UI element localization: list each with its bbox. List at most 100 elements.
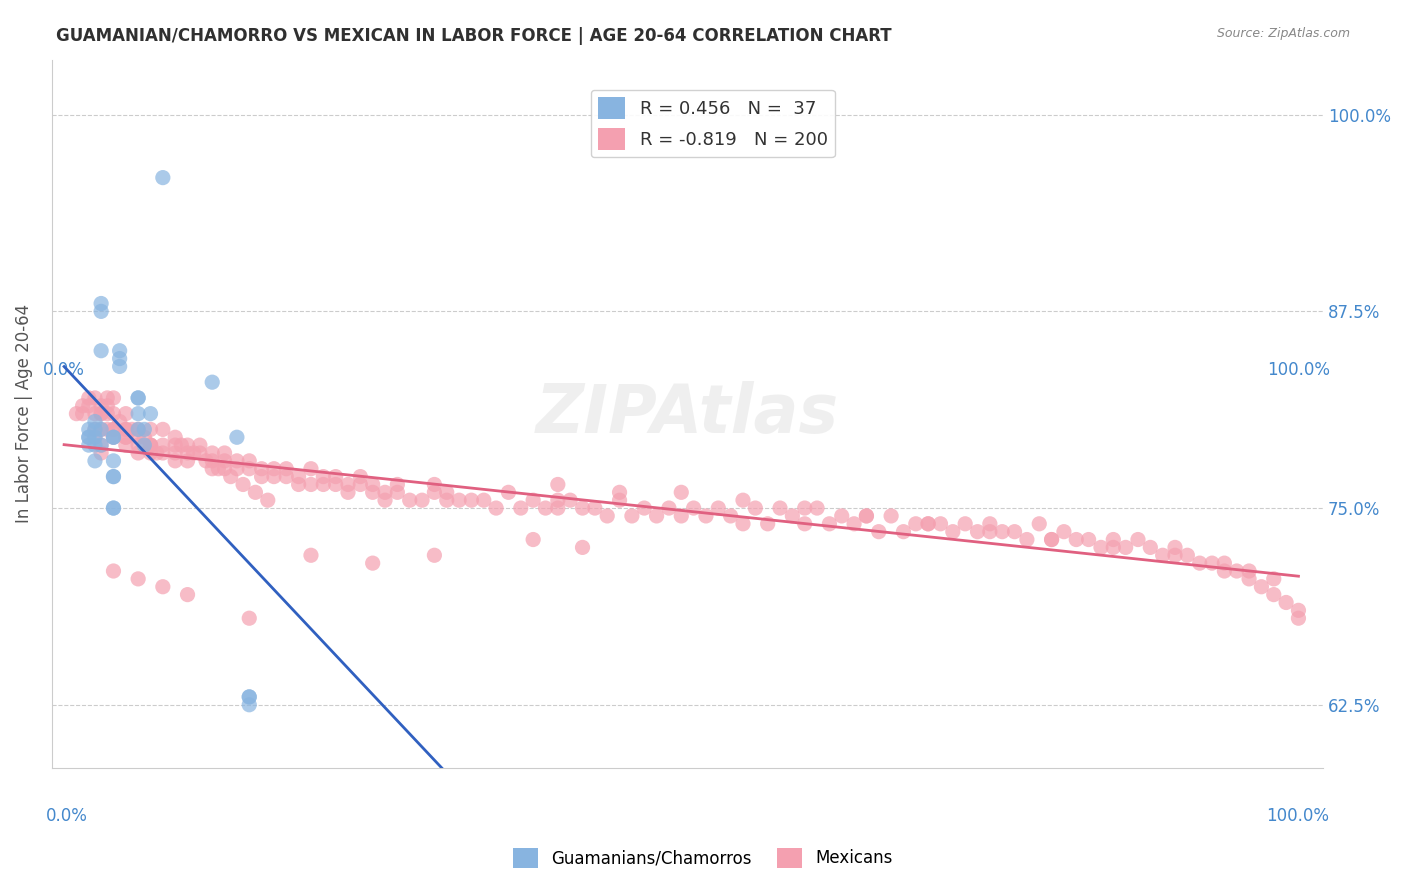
Point [207,461,229,475]
Point [695,508,717,523]
Point [103,501,125,516]
Point [127,430,149,444]
Point [596,508,619,523]
Point [84,407,107,421]
Point [108,351,131,366]
Point [238,690,260,704]
Point [183,446,205,460]
Point [103,430,125,444]
Point [1164,541,1187,555]
Text: 0.0%: 0.0% [45,806,87,824]
Point [127,391,149,405]
Point [1275,595,1298,609]
Text: 100.0%: 100.0% [1267,806,1330,824]
Point [103,469,125,483]
Point [868,524,890,539]
Point [682,501,704,516]
Point [114,430,136,444]
Point [219,469,242,483]
Point [114,422,136,436]
Point [337,477,360,491]
Point [361,477,384,491]
Point [114,422,136,436]
Point [90,422,112,436]
Point [176,446,198,460]
Point [917,516,939,531]
Point [1053,524,1076,539]
Point [152,580,174,594]
Point [84,454,107,468]
Point [103,564,125,578]
Point [793,501,815,516]
Point [571,501,593,516]
Point [77,399,100,413]
Point [460,493,482,508]
Point [1237,572,1260,586]
Point [90,399,112,413]
Point [583,501,606,516]
Point [609,485,631,500]
Point [90,446,112,460]
Point [1152,549,1174,563]
Point [108,343,131,358]
Point [108,359,131,374]
Point [103,454,125,468]
Text: 100.0%: 100.0% [1267,360,1330,378]
Point [134,438,156,452]
Point [263,469,285,483]
Point [904,516,927,531]
Point [238,611,260,625]
Point [214,446,236,460]
Point [472,493,495,508]
Point [1040,533,1063,547]
Point [165,454,187,468]
Point [671,485,693,500]
Point [953,516,976,531]
Point [349,477,371,491]
Point [1263,588,1285,602]
Point [806,501,828,516]
Legend: Guamanians/Chamorros, Mexicans: Guamanians/Chamorros, Mexicans [506,841,900,875]
Point [658,501,681,516]
Point [139,438,162,452]
Point [84,430,107,444]
Point [312,469,335,483]
Point [90,407,112,421]
Point [498,485,520,500]
Point [145,446,167,460]
Point [84,422,107,436]
Point [103,430,125,444]
Point [1175,549,1198,563]
Point [880,508,903,523]
Point [201,375,224,389]
Text: ZIPAtlas: ZIPAtlas [536,381,839,447]
Point [509,501,531,516]
Point [176,454,198,468]
Point [90,407,112,421]
Point [245,485,267,500]
Point [77,430,100,444]
Point [299,461,322,475]
Point [423,477,446,491]
Point [103,422,125,436]
Point [1237,564,1260,578]
Point [263,461,285,475]
Point [942,524,965,539]
Point [127,407,149,421]
Point [855,508,877,523]
Point [1139,541,1161,555]
Point [1090,541,1112,555]
Point [276,461,298,475]
Point [1028,516,1050,531]
Point [560,493,582,508]
Point [744,501,766,516]
Point [84,415,107,429]
Point [1164,549,1187,563]
Point [522,493,544,508]
Point [436,485,458,500]
Point [103,407,125,421]
Point [671,508,693,523]
Point [127,438,149,452]
Point [152,422,174,436]
Point [214,461,236,475]
